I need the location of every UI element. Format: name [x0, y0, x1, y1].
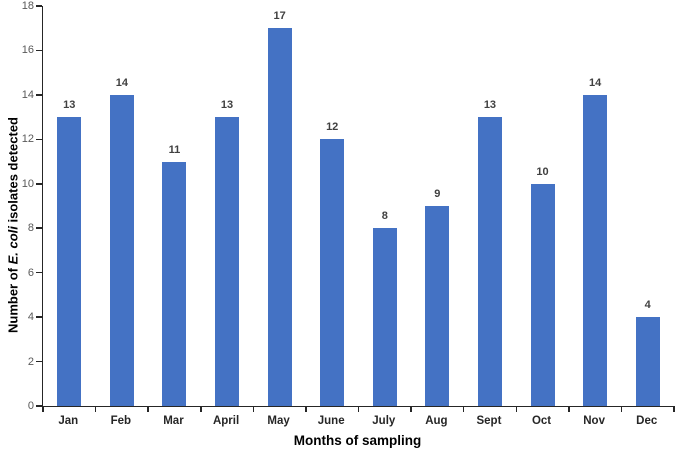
x-axis-tick [147, 406, 149, 412]
y-axis-tick-label: 6 [27, 266, 34, 279]
x-axis-tick [673, 406, 675, 412]
x-axis-tick [200, 406, 202, 412]
bar-value-label: 8 [381, 210, 388, 223]
x-axis-tick [515, 406, 517, 412]
x-axis-category-label: Feb [110, 415, 132, 427]
y-axis-tick-label: 16 [21, 44, 34, 57]
x-axis-category-label: Nov [583, 415, 605, 427]
y-axis-tick-label: 14 [21, 88, 34, 101]
bar-july [372, 228, 397, 406]
bar-value-label: 13 [483, 99, 497, 112]
plot-area: 13 14 11 13 17 12 8 9 13 10 14 4 [36, 5, 675, 412]
y-axis-tick [36, 138, 42, 141]
y-axis-tick [36, 49, 42, 52]
bar-value-label: 9 [434, 188, 441, 200]
y-axis-tick-label: 4 [27, 311, 34, 324]
bar-value-label: 13 [63, 99, 76, 112]
y-axis-tick [36, 271, 42, 274]
bar-may [267, 28, 292, 406]
bar-value-label: 4 [644, 299, 651, 312]
y-axis-tick [36, 227, 42, 229]
x-axis-tick [410, 406, 412, 412]
x-axis-tick [42, 406, 44, 412]
x-axis-category-label: Oct [531, 415, 552, 427]
bar-value-label: 10 [536, 165, 549, 178]
bar-dec [635, 317, 660, 406]
x-axis-tick [620, 406, 623, 412]
x-axis-tick [462, 406, 465, 412]
x-axis-category-label: Jan [58, 415, 79, 427]
y-axis-tick-label: 12 [21, 133, 34, 146]
x-axis-tick [305, 406, 307, 412]
y-axis-tick-label: 8 [27, 222, 34, 235]
x-axis-category-label: June [317, 415, 345, 427]
x-axis-tick [94, 406, 97, 412]
bar-june [320, 139, 345, 406]
bar-nov [583, 94, 608, 406]
bar-value-label: 11 [168, 143, 181, 156]
x-axis-tick [252, 406, 255, 412]
y-axis-tick-label: 0 [27, 400, 34, 412]
y-axis-tick [36, 360, 42, 363]
bar-sept [477, 117, 502, 406]
bar-mar [162, 161, 187, 406]
x-axis-category-label: April [212, 415, 240, 427]
y-axis-tick [36, 94, 42, 96]
y-axis-tick [36, 316, 42, 318]
x-axis-tick [568, 406, 570, 412]
bar-value-label: 14 [588, 76, 602, 89]
bar-value-label: 13 [220, 99, 234, 112]
y-axis-tick-label: 2 [27, 355, 34, 368]
x-axis-category-label: May [267, 415, 290, 427]
y-axis-tick [36, 405, 42, 407]
y-axis-tick-label: 18 [21, 0, 34, 12]
x-axis-category-label: July [372, 415, 396, 427]
x-axis-tick [357, 406, 360, 412]
bar-april [215, 117, 240, 406]
bar-value-label: 17 [273, 10, 286, 23]
bar-value-label: 12 [326, 121, 339, 134]
bar-aug [425, 206, 450, 406]
bar-value-label: 14 [115, 76, 128, 89]
x-axis-category-label: Mar [163, 415, 184, 427]
bar-jan [57, 117, 82, 406]
x-axis-category-label: Aug [425, 415, 448, 427]
bar-oct [530, 183, 555, 406]
y-axis-tick [36, 5, 42, 7]
y-axis-tick-label: 10 [21, 177, 34, 190]
x-axis-title: Months of sampling [293, 433, 422, 448]
bar-feb [109, 94, 134, 406]
x-axis-category-label: Dec [636, 415, 658, 427]
x-axis-category-label: Sept [476, 415, 502, 427]
y-axis-tick [36, 183, 42, 185]
